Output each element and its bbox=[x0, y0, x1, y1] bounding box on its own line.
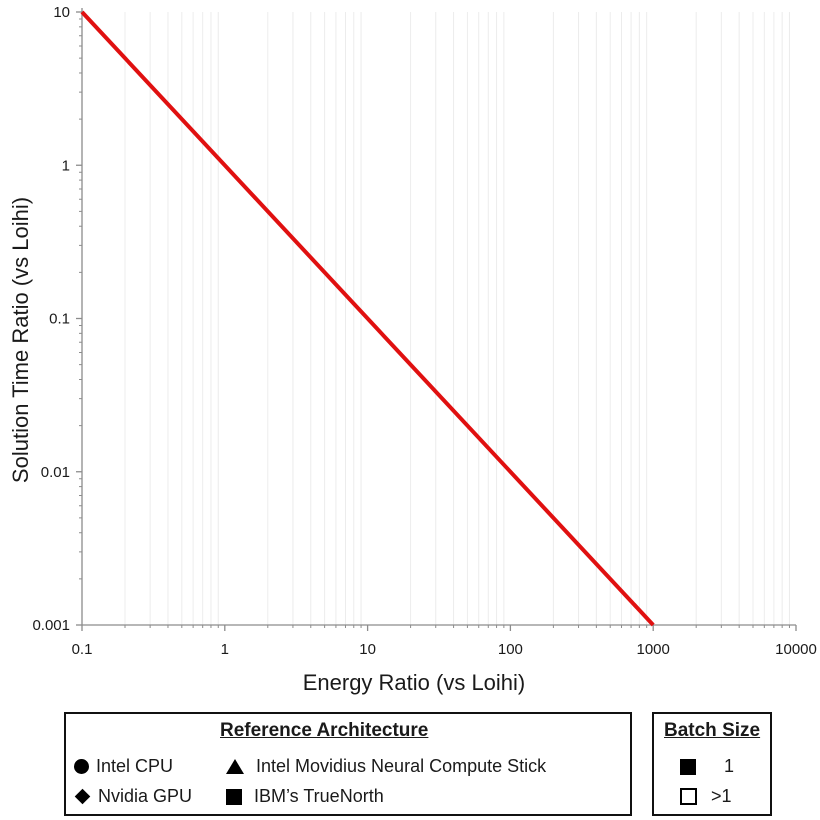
legend-entry-batch-gt1: >1 bbox=[680, 786, 732, 807]
x-tick-label: 10000 bbox=[775, 641, 817, 658]
reference-architecture-legend: Reference Architecture Intel CPU Intel M… bbox=[64, 712, 632, 816]
reference-legend-title: Reference Architecture bbox=[220, 720, 429, 741]
legend-label: Intel CPU bbox=[96, 756, 174, 776]
legend-label: Nvidia GPU bbox=[98, 786, 193, 806]
square-marker-icon bbox=[226, 788, 242, 805]
x-tick-label: 1 bbox=[221, 641, 229, 658]
minor-grid bbox=[124, 12, 790, 625]
open-square-marker-icon bbox=[680, 788, 697, 805]
x-tick-label: 100 bbox=[498, 641, 523, 658]
y-tick-label: 0.001 bbox=[32, 617, 70, 634]
legend-entry-ibm-truenorth: IBM’s TrueNorth bbox=[226, 786, 384, 807]
series-lines bbox=[80, 10, 655, 627]
legend-label: 1 bbox=[724, 756, 735, 776]
x-tick-label: 1000 bbox=[637, 641, 670, 658]
y-tick-label: 10 bbox=[53, 4, 70, 21]
legend-label: Intel Movidius Neural Compute Stick bbox=[256, 756, 547, 776]
x-axis-label: Energy Ratio (vs Loihi) bbox=[303, 670, 526, 695]
series-line bbox=[80, 10, 655, 627]
y-tick-label: 1 bbox=[62, 157, 70, 174]
filled-square-marker-icon bbox=[680, 758, 696, 775]
y-axis-label: Solution Time Ratio (vs Loihi) bbox=[8, 197, 33, 483]
legend-entry-intel-cpu: Intel CPU bbox=[74, 756, 173, 777]
legend-label: IBM’s TrueNorth bbox=[254, 786, 384, 806]
triangle-marker-icon bbox=[226, 759, 244, 774]
x-tick-label: 0.1 bbox=[72, 641, 93, 658]
tick-labels: 0.1 1 10 100 1000 10000 10 1 0.1 0.01 0.001 bbox=[32, 4, 816, 658]
chart-plot-area: 0.1 1 10 100 1000 10000 10 1 0.1 0.01 0.001 Energy… bbox=[8, 4, 817, 695]
batch-legend-title: Batch Size bbox=[664, 720, 761, 741]
diamond-marker-icon bbox=[74, 788, 91, 805]
y-tick-label: 0.1 bbox=[49, 311, 70, 328]
axes bbox=[76, 8, 797, 631]
legend-label: >1 bbox=[711, 786, 732, 806]
y-tick-label: 0.01 bbox=[41, 464, 70, 481]
legend-entry-nvidia-gpu: Nvidia GPU bbox=[74, 786, 192, 807]
batch-size-legend: Batch Size 1 >1 bbox=[652, 712, 772, 816]
legend-entry-intel-movidius: Intel Movidius Neural Compute Stick bbox=[226, 756, 546, 777]
x-tick-label: 10 bbox=[359, 641, 376, 658]
legend-entry-batch-1: 1 bbox=[680, 756, 734, 777]
circle-marker-icon bbox=[74, 759, 89, 774]
